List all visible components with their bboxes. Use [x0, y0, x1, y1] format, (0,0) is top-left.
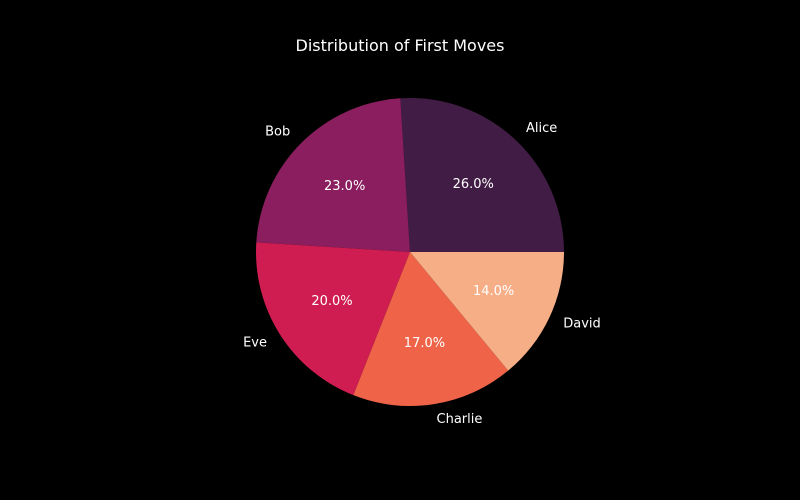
slice-label-bob: Bob [265, 125, 290, 140]
slice-label-alice: Alice [526, 121, 557, 136]
slice-percent-bob: 23.0% [324, 179, 365, 194]
slice-label-eve: Eve [243, 335, 267, 350]
slice-percent-eve: 20.0% [311, 294, 352, 309]
slice-label-charlie: Charlie [437, 412, 483, 427]
pie-slice-eve [256, 242, 410, 396]
pie-slice-david [410, 252, 564, 371]
pie-slice-bob [256, 98, 410, 252]
pie-slices [256, 98, 564, 406]
slice-percent-charlie: 17.0% [404, 336, 445, 351]
slice-label-david: David [563, 317, 601, 332]
slice-percent-david: 14.0% [473, 284, 514, 299]
pie-slice-charlie [353, 252, 509, 406]
pie-labels: Alice 26.0% Bob 23.0% Eve 20.0% Charlie 17.0% Da… [243, 121, 601, 427]
pie-slice-alice [400, 98, 564, 252]
slice-percent-alice: 26.0% [453, 177, 494, 192]
chart-title: Distribution of First Moves [295, 36, 505, 55]
